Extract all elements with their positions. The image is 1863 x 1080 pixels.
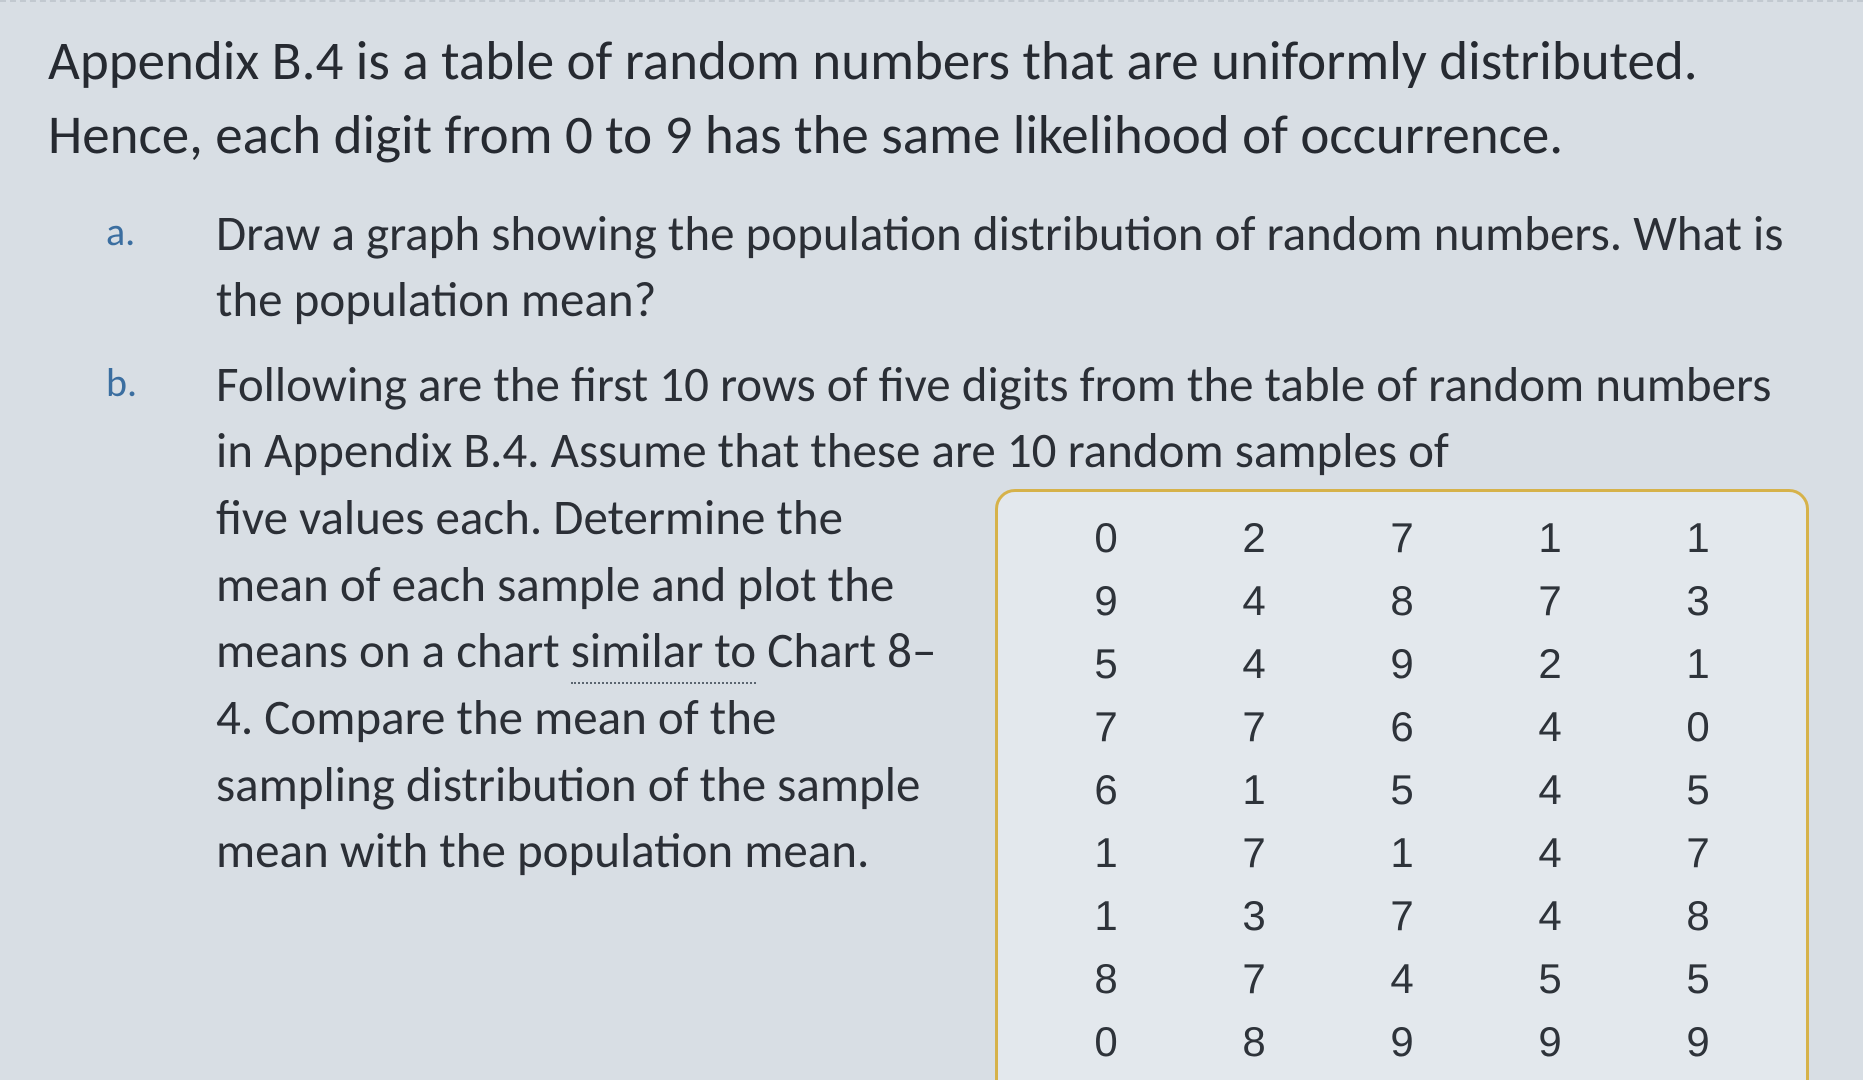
- table-row: 87455: [1032, 947, 1772, 1010]
- table-cell: 2: [1476, 632, 1624, 695]
- intro-paragraph: Appendix B.4 is a table of random number…: [48, 24, 1815, 173]
- top-border-dash: [0, 0, 1863, 2]
- table-cell: 5: [1328, 758, 1476, 821]
- table-cell: 5: [1624, 947, 1772, 1010]
- table-cell: 4: [1476, 695, 1624, 758]
- table-cell: 7: [1180, 947, 1328, 1010]
- item-b: b. Following are the first 10 rows of fi…: [106, 352, 1815, 1080]
- table-row: 02711: [1032, 506, 1772, 569]
- table-cell: 0: [1032, 1010, 1180, 1073]
- table-cell: 7: [1180, 821, 1328, 884]
- item-b-wrapped-text: five values each. Determine the mean of …: [216, 485, 961, 885]
- table-row: 78804: [1032, 1073, 1772, 1080]
- table-row: 54921: [1032, 632, 1772, 695]
- table-row: 13748: [1032, 884, 1772, 947]
- item-a: a. Draw a graph showing the population d…: [106, 201, 1815, 334]
- item-a-body: Draw a graph showing the population dist…: [216, 201, 1815, 334]
- table-cell: 1: [1032, 884, 1180, 947]
- table-cell: 9: [1476, 1010, 1624, 1073]
- table-cell: 2: [1180, 506, 1328, 569]
- table-cell: 9: [1624, 1010, 1772, 1073]
- table-cell: 7: [1032, 695, 1180, 758]
- table-cell: 4: [1476, 821, 1624, 884]
- table-cell: 1: [1032, 821, 1180, 884]
- table-cell: 7: [1328, 506, 1476, 569]
- random-numbers-table: 0271194873549217764061545171471374887455…: [1032, 506, 1772, 1080]
- table-cell: 9: [1032, 569, 1180, 632]
- item-b-text-underlined: similar to: [571, 621, 756, 684]
- table-cell: 8: [1032, 947, 1180, 1010]
- table-row: 61545: [1032, 758, 1772, 821]
- table-cell: 1: [1624, 632, 1772, 695]
- table-cell: 4: [1476, 758, 1624, 821]
- random-numbers-table-box: 0271194873549217764061545171471374887455…: [995, 489, 1809, 1080]
- question-items: a. Draw a graph showing the population d…: [48, 201, 1815, 1080]
- table-cell: 5: [1032, 632, 1180, 695]
- table-cell: 1: [1624, 506, 1772, 569]
- table-cell: 4: [1328, 947, 1476, 1010]
- item-b-letter: b.: [106, 352, 216, 1080]
- table-cell: 6: [1032, 758, 1180, 821]
- page-root: Appendix B.4 is a table of random number…: [0, 0, 1863, 1080]
- table-cell: 5: [1624, 758, 1772, 821]
- table-row: 08999: [1032, 1010, 1772, 1073]
- table-cell: 7: [1180, 695, 1328, 758]
- table-cell: 0: [1032, 506, 1180, 569]
- table-cell: 7: [1624, 821, 1772, 884]
- table-row: 17147: [1032, 821, 1772, 884]
- table-cell: 8: [1624, 884, 1772, 947]
- table-cell: 7: [1032, 1073, 1180, 1080]
- item-b-row: five values each. Determine the mean of …: [216, 485, 1815, 1080]
- table-cell: 7: [1476, 569, 1624, 632]
- item-b-body: Following are the first 10 rows of five …: [216, 352, 1815, 1080]
- table-cell: 1: [1180, 758, 1328, 821]
- table-cell: 4: [1624, 1073, 1772, 1080]
- table-cell: 4: [1476, 884, 1624, 947]
- item-b-line1: Following are the first 10 rows of five …: [216, 352, 1815, 485]
- table-cell: 3: [1624, 569, 1772, 632]
- table-cell: 7: [1328, 884, 1476, 947]
- table-cell: 8: [1328, 1073, 1476, 1080]
- table-cell: 4: [1180, 569, 1328, 632]
- table-cell: 3: [1180, 884, 1328, 947]
- item-a-letter: a.: [106, 201, 216, 334]
- table-cell: 0: [1624, 695, 1772, 758]
- table-cell: 8: [1180, 1073, 1328, 1080]
- table-cell: 9: [1328, 632, 1476, 695]
- table-row: 77640: [1032, 695, 1772, 758]
- table-row: 94873: [1032, 569, 1772, 632]
- table-cell: 6: [1328, 695, 1476, 758]
- table-cell: 8: [1328, 569, 1476, 632]
- table-cell: 5: [1476, 947, 1624, 1010]
- table-cell: 0: [1476, 1073, 1624, 1080]
- table-cell: 9: [1328, 1010, 1476, 1073]
- table-cell: 1: [1328, 821, 1476, 884]
- table-cell: 1: [1476, 506, 1624, 569]
- table-cell: 4: [1180, 632, 1328, 695]
- table-cell: 8: [1180, 1010, 1328, 1073]
